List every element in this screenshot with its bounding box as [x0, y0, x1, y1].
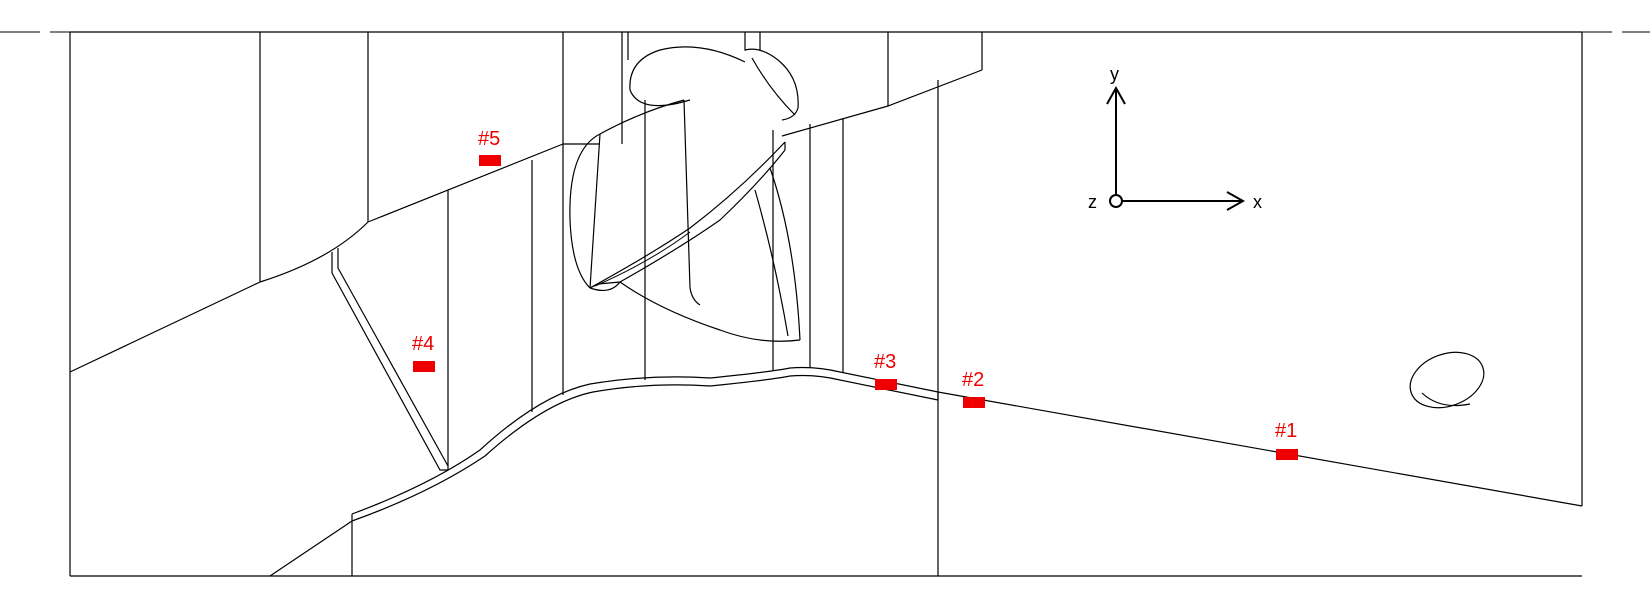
- marker-3-rect: [875, 379, 897, 390]
- marker-2-rect: [963, 397, 985, 408]
- marker-5: #5: [478, 128, 501, 166]
- coordinate-axes: y x z: [1088, 64, 1262, 212]
- marker-2-label: #2: [962, 369, 984, 391]
- bottom-channel: [269, 80, 1583, 577]
- marker-5-label: #5: [478, 128, 500, 150]
- marker-1: #1: [1275, 420, 1298, 460]
- central-bands: [562, 32, 983, 380]
- oval-hole: [1409, 351, 1485, 409]
- axis-label-z: z: [1088, 192, 1097, 212]
- marker-4: #4: [412, 333, 435, 372]
- marker-4-rect: [413, 361, 435, 372]
- diagonal-slot: [331, 248, 449, 471]
- marker-3: #3: [874, 351, 897, 390]
- marker-1-label: #1: [1275, 420, 1297, 442]
- blade-assembly: [569, 32, 801, 342]
- marker-1-rect: [1276, 449, 1298, 460]
- marker-2: #2: [962, 369, 985, 408]
- left-surfaces: [69, 32, 564, 470]
- z-axis-circle-icon: [1109, 194, 1123, 208]
- marker-4-label: #4: [412, 333, 434, 355]
- axis-label-y: y: [1110, 64, 1119, 84]
- marker-3-label: #3: [874, 351, 896, 373]
- model-outline: [69, 31, 1583, 577]
- axis-label-x: x: [1253, 192, 1262, 212]
- marker-5-rect: [479, 155, 501, 166]
